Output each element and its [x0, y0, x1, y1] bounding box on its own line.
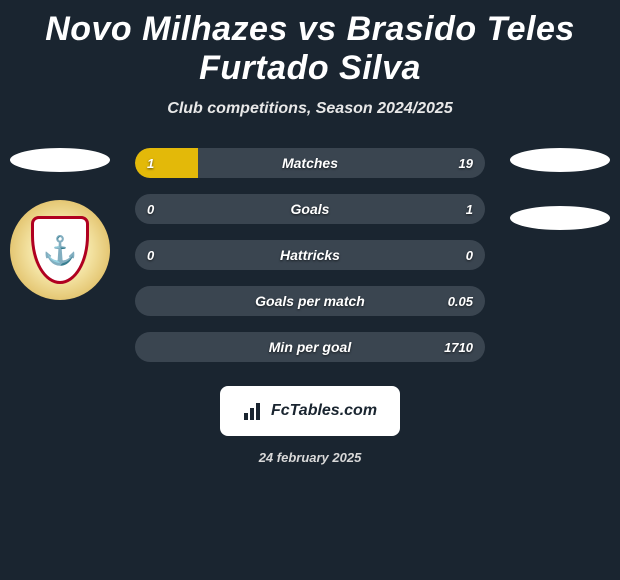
player-right-club-placeholder	[510, 206, 610, 230]
stat-label: Goals	[135, 201, 485, 217]
stat-row: Goals per match0.05	[135, 286, 485, 316]
stat-value-right: 1	[466, 202, 473, 217]
player-left-column: ⚓	[10, 148, 110, 300]
brand-badge[interactable]: FcTables.com	[220, 386, 400, 436]
stat-label: Goals per match	[135, 293, 485, 309]
comparison-subtitle: Club competitions, Season 2024/2025	[0, 100, 620, 118]
stat-row: 0Hattricks0	[135, 240, 485, 270]
stat-label: Min per goal	[135, 339, 485, 355]
bar-chart-icon	[243, 401, 265, 421]
anchor-icon: ⚓	[43, 234, 78, 267]
stat-label: Matches	[135, 155, 485, 171]
player-right-flag-placeholder	[510, 148, 610, 172]
stats-container: 1Matches190Goals10Hattricks0Goals per ma…	[135, 148, 485, 362]
comparison-content: ⚓ 1Matches190Goals10Hattricks0Goals per …	[0, 148, 620, 465]
stat-row: 0Goals1	[135, 194, 485, 224]
player-left-club-badge: ⚓	[10, 200, 110, 300]
stat-value-right: 0	[466, 248, 473, 263]
stat-label: Hattricks	[135, 247, 485, 263]
player-left-flag-placeholder	[10, 148, 110, 172]
stat-value-right: 1710	[444, 340, 473, 355]
stat-value-right: 19	[459, 156, 473, 171]
brand-text: FcTables.com	[271, 402, 377, 420]
snapshot-date: 24 february 2025	[10, 450, 610, 465]
shield-icon: ⚓	[31, 216, 89, 284]
player-right-column	[510, 148, 610, 230]
stat-row: 1Matches19	[135, 148, 485, 178]
stat-value-right: 0.05	[448, 294, 473, 309]
comparison-title: Novo Milhazes vs Brasido Teles Furtado S…	[0, 0, 620, 88]
stat-row: Min per goal1710	[135, 332, 485, 362]
